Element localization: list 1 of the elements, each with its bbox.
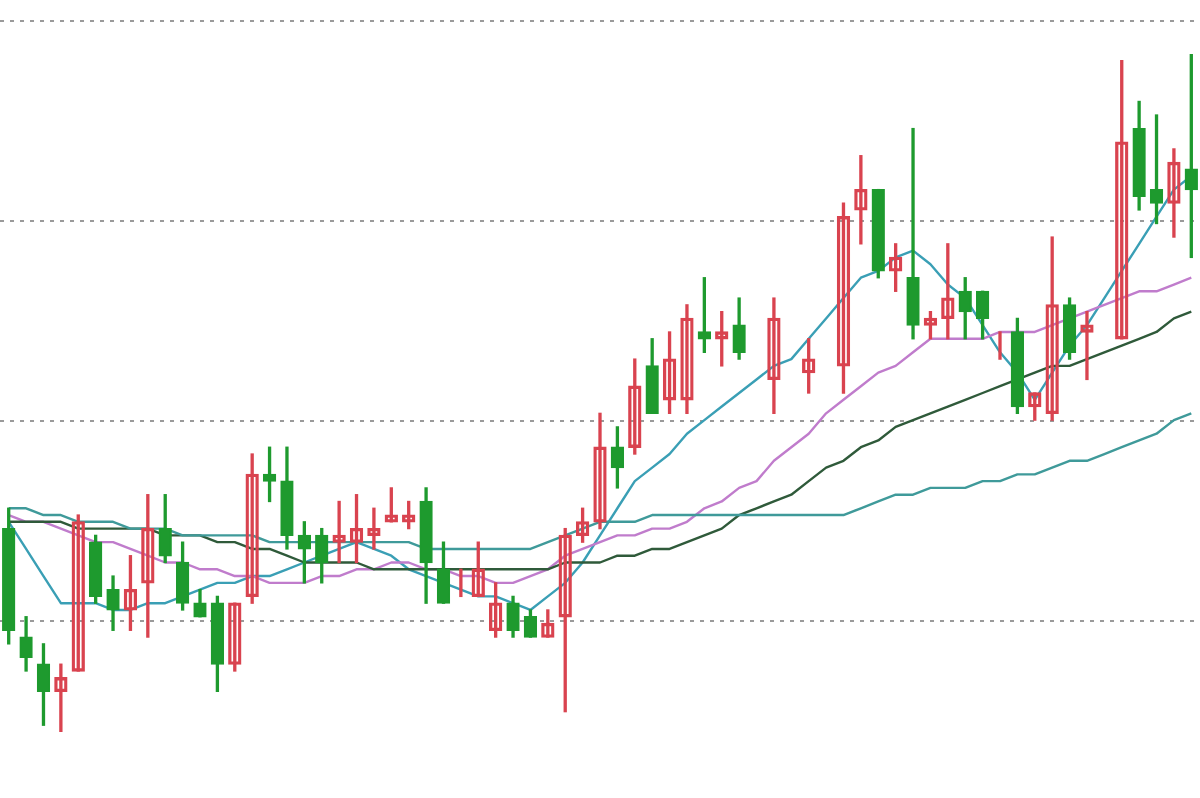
candlestick — [906, 127, 920, 340]
